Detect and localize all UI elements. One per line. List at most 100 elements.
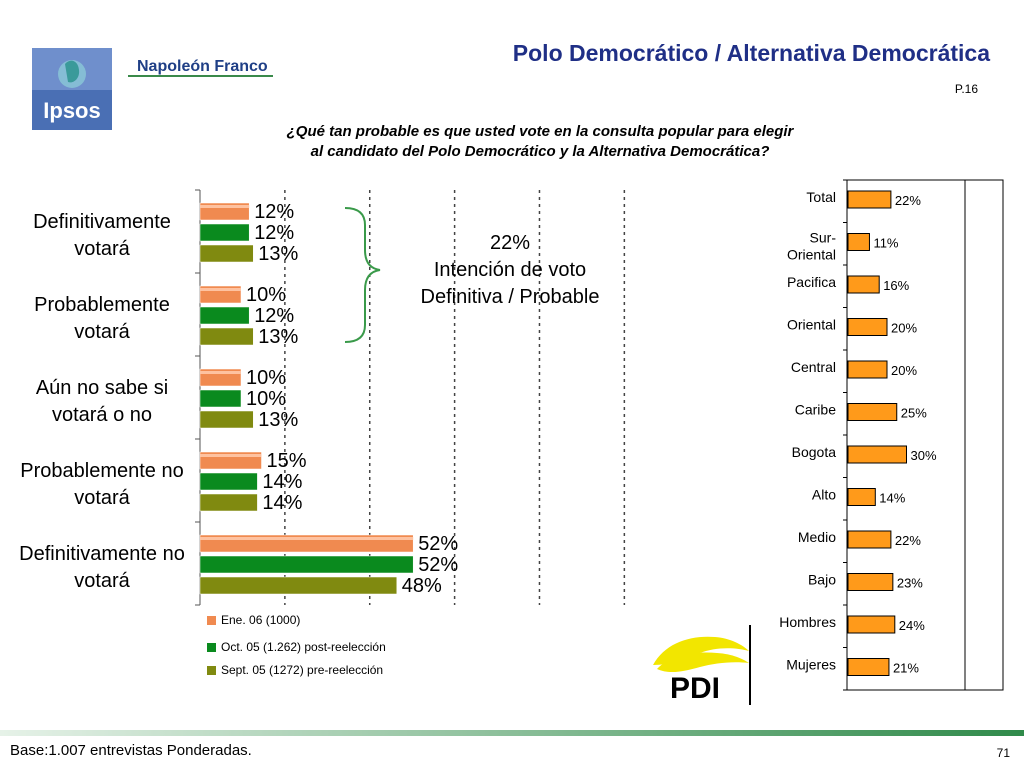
brand-underline (128, 75, 273, 77)
category-label: Central (791, 359, 836, 375)
bar (199, 244, 254, 263)
bar (199, 493, 258, 512)
bar (199, 472, 258, 491)
bar (847, 318, 888, 336)
page-number: 71 (996, 746, 1010, 760)
page-reference: P.16 (954, 82, 978, 96)
data-label: 48% (402, 575, 442, 597)
bar-highlight (200, 288, 241, 291)
footer-bar (0, 730, 1024, 736)
bar (847, 403, 898, 421)
bracket (344, 207, 381, 343)
ipsos-logo: Ipsos (32, 48, 112, 130)
annotation-label: Intención de voto (433, 259, 587, 281)
data-label: 10% (246, 388, 286, 410)
category-label: Total (806, 189, 836, 205)
bar-highlight (200, 537, 414, 540)
brand-name: Napoleón Franco (137, 58, 268, 75)
bar (847, 445, 907, 464)
main-bar-chart: Definitivamente votará12%12%13%Probableme… (19, 189, 626, 606)
base-note: Base:1.007 entrevistas Ponderadas. (10, 742, 252, 759)
pdi-logo-text: PDI (670, 672, 720, 705)
legend-swatch (207, 615, 216, 625)
pdi-logo: PDI (653, 625, 751, 705)
category-label: Definitivamente votará (33, 211, 171, 260)
data-label: 25% (901, 406, 927, 421)
data-label: 21% (893, 661, 919, 676)
bar (847, 488, 876, 506)
data-label: 52% (418, 554, 458, 576)
ipsos-logo-text: Ipsos (43, 98, 100, 123)
data-label: 15% (267, 450, 307, 472)
legend-item-oct05: Oct. 05 (1.262) post-reelección (207, 640, 386, 654)
bar (847, 530, 892, 549)
data-label: 16% (883, 278, 909, 293)
data-label: 20% (891, 321, 917, 336)
bar (199, 555, 414, 574)
survey-question: ¿Qué tan probable es que usted vote en l… (286, 123, 794, 160)
bar-highlight (200, 371, 241, 374)
bar (847, 573, 894, 591)
bar (847, 658, 890, 676)
data-label: 24% (899, 618, 925, 633)
category-label: Hombres (779, 614, 836, 630)
bar (847, 233, 870, 251)
category-label: Caribe (795, 402, 836, 418)
bar-highlight (200, 205, 250, 208)
category-label: Probablemente no votará (20, 460, 183, 509)
data-label: 22% (895, 193, 921, 208)
category-label: Mujeres (786, 657, 836, 673)
legend-label: Sept. 05 (1272) pre-reelección (221, 663, 384, 677)
bar (199, 306, 250, 325)
page-title: Polo Democrático / Alternativa Democráti… (512, 40, 990, 66)
data-label: 11% (873, 236, 898, 251)
category-label: Bajo (808, 572, 836, 588)
data-label: 14% (262, 471, 302, 493)
legend-item-ene06: Ene. 06 (1000) (207, 613, 300, 627)
intention-annotation: 22% Intención de voto Definitiva / Proba… (395, 230, 625, 311)
bar (847, 190, 892, 209)
category-label: Bogota (792, 444, 837, 460)
bar (199, 223, 250, 242)
category-label: Pacifica (787, 274, 836, 290)
category-label: Oriental (787, 317, 836, 333)
category-label: Sur-Oriental (787, 230, 836, 263)
legend-label: Ene. 06 (1000) (221, 613, 301, 627)
category-label: Probablemente votará (34, 294, 170, 343)
legend-swatch (207, 642, 216, 652)
legend-item-sept05: Sept. 05 (1272) pre-reelección (207, 663, 383, 677)
bar (199, 327, 254, 346)
data-label: 22% (895, 533, 921, 548)
data-label: 20% (891, 363, 917, 378)
data-label: 13% (258, 243, 298, 265)
bar (847, 275, 880, 294)
bar (199, 389, 242, 408)
data-label: 23% (897, 576, 923, 591)
legend-swatch (207, 665, 216, 675)
segment-bar-chart: Total 22% Sur-Oriental 11% Pacifica 16% Orient… (779, 179, 1004, 691)
data-label: 10% (246, 367, 286, 389)
data-label: 10% (246, 284, 286, 306)
annotation-value: 22% (489, 232, 531, 254)
plot-frame (846, 179, 1004, 691)
data-label: 13% (258, 409, 298, 431)
bar (847, 360, 888, 379)
data-label: 52% (418, 533, 458, 555)
data-label: 12% (254, 305, 294, 327)
data-label: 14% (879, 491, 905, 506)
category-label: Definitivamente no votará (19, 543, 185, 592)
category-label: Medio (798, 529, 836, 545)
data-label: 12% (254, 201, 294, 223)
bar-highlight (200, 454, 262, 457)
legend-label: Oct. 05 (1.262) post-reelección (221, 640, 386, 654)
data-label: 30% (911, 448, 937, 463)
bar (199, 576, 398, 595)
data-label: 14% (262, 492, 302, 514)
bar (847, 615, 896, 634)
data-label: 12% (254, 222, 294, 244)
annotation-sublabel: Definitiva / Probable (420, 286, 600, 308)
data-label: 13% (258, 326, 298, 348)
category-label: Aún no sabe si votará o no (36, 377, 168, 426)
bar (199, 410, 254, 429)
category-label: Alto (812, 487, 836, 503)
